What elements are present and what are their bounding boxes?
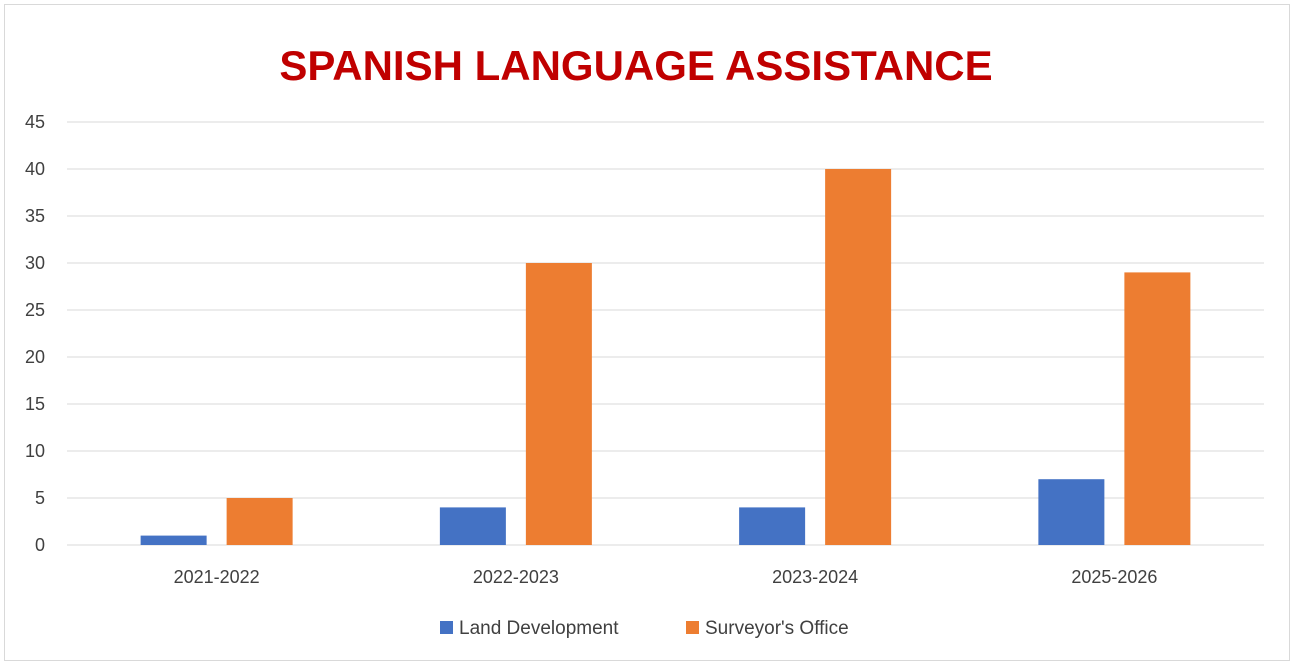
legend-swatch xyxy=(440,621,453,634)
x-tick-label: 2023-2024 xyxy=(772,567,858,587)
bar-surveyor-s-office-2021-2022 xyxy=(226,498,293,545)
y-axis-ticks: 0 5 10 15 20 25 30 35 40 45 xyxy=(25,112,45,555)
chart-title: SPANISH LANGUAGE ASSISTANCE xyxy=(279,42,992,89)
x-tick-label: 2025-2026 xyxy=(1071,567,1157,587)
y-tick-label: 10 xyxy=(25,441,45,461)
y-tick-label: 40 xyxy=(25,159,45,179)
y-tick-label: 15 xyxy=(25,394,45,414)
bars xyxy=(140,169,1191,545)
legend-swatch xyxy=(686,621,699,634)
y-tick-label: 20 xyxy=(25,347,45,367)
bar-land-development-2021-2022 xyxy=(140,535,207,545)
legend: Land Development Surveyor's Office xyxy=(440,618,849,639)
bar-land-development-2022-2023 xyxy=(439,507,506,545)
legend-label: Surveyor's Office xyxy=(705,618,849,639)
y-tick-label: 25 xyxy=(25,300,45,320)
bar-surveyor-s-office-2022-2023 xyxy=(525,263,592,545)
chart-frame xyxy=(4,4,1290,661)
bar-surveyor-s-office-2025-2026 xyxy=(1124,272,1191,545)
x-tick-label: 2022-2023 xyxy=(473,567,559,587)
y-tick-label: 45 xyxy=(25,112,45,132)
bar-land-development-2023-2024 xyxy=(739,507,806,545)
y-tick-label: 30 xyxy=(25,253,45,273)
bar-surveyor-s-office-2023-2024 xyxy=(825,169,892,545)
legend-label: Land Development xyxy=(459,618,619,639)
x-tick-label: 2021-2022 xyxy=(174,567,260,587)
bar-land-development-2025-2026 xyxy=(1038,479,1105,545)
y-tick-label: 35 xyxy=(25,206,45,226)
y-tick-label: 5 xyxy=(35,488,45,508)
y-tick-label: 0 xyxy=(35,535,45,555)
x-axis-ticks: 2021-2022 2022-2023 2023-2024 2025-2026 xyxy=(174,567,1158,587)
